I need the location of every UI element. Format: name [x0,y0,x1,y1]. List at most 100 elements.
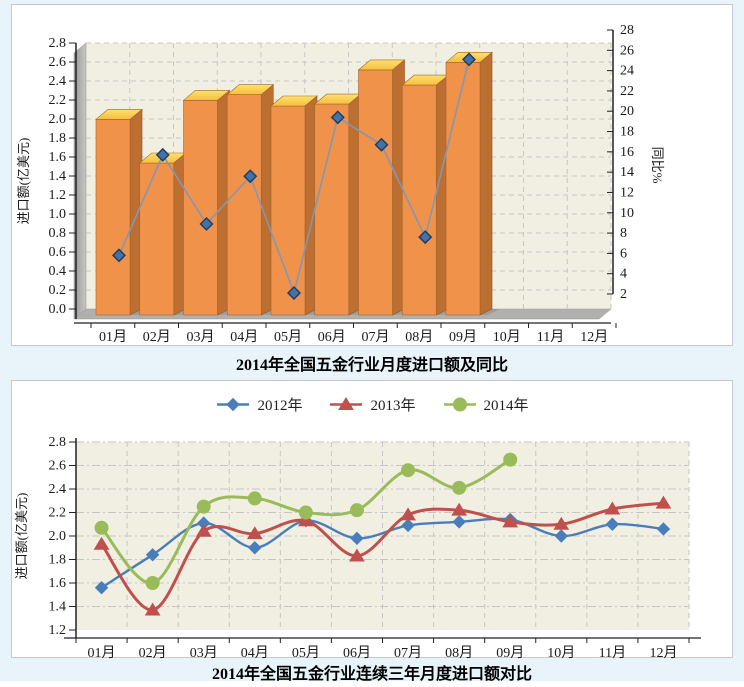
legend-triangle-marker-icon [330,396,363,410]
point-2012年-07月[interactable] [401,518,415,533]
bar-03月[interactable] [182,89,238,316]
legend-marker-2013年[interactable] [338,396,355,410]
svg-text:14: 14 [620,165,634,180]
legend-marker-2012年[interactable] [226,397,241,411]
svg-text:0.0: 0.0 [49,302,67,317]
point-2014年-09月[interactable] [503,452,518,467]
bar-05月[interactable] [270,95,325,316]
point-2012年-08月[interactable] [452,515,466,529]
point-2013年-07月[interactable] [400,507,416,521]
bar-07月[interactable] [357,59,413,316]
chart1-month-label: 05月 [274,329,302,345]
svg-text:2.6: 2.6 [49,55,67,70]
svg-text:0.8: 0.8 [49,226,67,241]
svg-text:1.6: 1.6 [49,576,67,591]
yoy-point-04月[interactable] [243,169,258,184]
svg-text:2.0: 2.0 [49,529,67,544]
point-2012年-10月[interactable] [554,529,568,543]
point-2012年-06月[interactable] [350,531,364,546]
svg-text:2.4: 2.4 [49,482,67,497]
legend-label-2014: 2014年 [483,397,529,414]
point-2013年-11月[interactable] [604,501,621,515]
legend-item-2014[interactable]: 2014年 [442,394,529,415]
svg-text:16: 16 [620,145,634,160]
svg-text:2.8: 2.8 [49,36,67,51]
yoy-point-06月[interactable] [330,110,345,125]
svg-text:12: 12 [620,185,634,200]
chart2-month-label: 01月 [88,645,116,659]
legend-label-2012: 2012年 [257,397,303,414]
chart2-month-label: 11月 [599,645,626,659]
yoy-point-01月[interactable] [112,248,126,263]
yoy-point-02月[interactable] [155,147,170,162]
bar-01月[interactable] [95,108,150,316]
legend-label-2013: 2013年 [370,397,416,414]
chart2-legend: 2012年 2013年 2014年 [12,381,732,419]
point-2014年-03月[interactable] [196,499,211,514]
legend-item-2012[interactable]: 2012年 [215,394,302,415]
point-2014年-07月[interactable] [401,463,416,478]
chart2-month-label: 05月 [292,645,320,659]
point-2013年-03月[interactable] [195,523,212,537]
legend-marker-2014年[interactable] [452,397,467,411]
chart1-right-axis-label: 同比% [650,147,665,184]
point-2012年-02月[interactable] [145,548,160,562]
chart2-month-label: 09月 [496,645,524,659]
bar-04月[interactable] [226,83,282,316]
point-2013年-05月[interactable] [297,513,314,527]
point-2014年-02月[interactable] [145,576,160,590]
svg-text:1.8: 1.8 [49,553,67,568]
yoy-point-07月[interactable] [374,137,389,152]
chart1-title: 2014年全国五金行业月度进口额及同比 [235,357,508,374]
bar-08月[interactable] [401,74,457,316]
chart2-month-label: 02月 [139,645,167,659]
point-2013年-10月[interactable] [553,516,570,530]
svg-text:0.4: 0.4 [49,264,67,279]
point-2013年-09月[interactable] [502,514,519,528]
chart2-month-label: 04月 [241,645,269,659]
point-2014年-06月[interactable] [349,503,364,518]
svg-text:28: 28 [620,23,634,38]
chart2-month-label: 07月 [394,645,422,659]
legend-item-2013[interactable]: 2013年 [328,394,416,415]
point-2013年-04月[interactable] [246,526,263,540]
chart2-month-label: 03月 [190,645,218,659]
point-2013年-06月[interactable] [349,548,365,562]
point-2012年-01月[interactable] [94,580,109,595]
legend-diamond-marker-icon [217,397,250,411]
series-2014年 [94,452,518,590]
chart2-title: 2014年全国五金行业连续三年月度进口额对比 [211,665,532,683]
yoy-point-03月[interactable] [199,216,214,231]
chart1-month-label: 03月 [187,329,215,345]
point-2013年-02月[interactable] [144,602,161,616]
point-2014年-05月[interactable] [298,505,313,520]
point-2014年-04月[interactable] [247,491,262,506]
chart2-month-label: 12月 [649,645,677,659]
svg-text:4: 4 [620,267,627,282]
chart2-month-label: 08月 [445,645,473,659]
chart1-month-label: 12月 [580,329,608,345]
point-2014年-01月[interactable] [94,520,109,535]
point-2014年-08月[interactable] [452,480,467,495]
point-2013年-01月[interactable] [93,536,110,550]
svg-text:2.8: 2.8 [49,435,67,450]
chart2-panel: 2012年 2013年 2014年 1.2 1.4 1.6 1.8 2.0 2.2 2.4 2… [11,380,733,661]
yoy-point-05月[interactable] [287,285,301,300]
chart2-month-label: 06月 [343,645,371,659]
svg-text:0.6: 0.6 [49,245,67,260]
chart2-title-band: 2014年全国五金行业连续三年月度进口额对比 [0,658,744,685]
svg-text:2: 2 [620,287,627,302]
chart2-month-label: 10月 [547,645,575,659]
yoy-point-09月[interactable] [462,52,476,67]
bar-09月[interactable] [445,51,500,316]
point-2013年-08月[interactable] [451,502,468,516]
svg-text:20: 20 [620,104,634,119]
point-2012年-04月[interactable] [248,541,262,555]
svg-text:1.8: 1.8 [49,131,67,146]
point-2012年-12月[interactable] [656,522,671,536]
yoy-point-08月[interactable] [418,230,433,245]
point-2013年-12月[interactable] [655,495,672,509]
point-2012年-11月[interactable] [605,517,620,531]
svg-text:26: 26 [620,43,634,58]
chart1-panel: 0.0 0.2 0.4 0.6 0.8 1.0 1.2 1.4 1.6 1.8 2.0 2.2 2.4 2… [11,4,733,346]
